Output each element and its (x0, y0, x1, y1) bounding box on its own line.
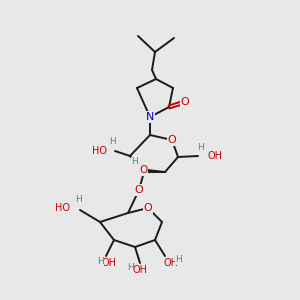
Text: O: O (181, 97, 189, 107)
Text: H: H (196, 143, 203, 152)
Text: H: H (110, 137, 116, 146)
Text: H: H (127, 263, 134, 272)
Text: HO: HO (55, 203, 70, 213)
Text: N: N (146, 112, 154, 122)
Text: OH: OH (164, 258, 178, 268)
Text: O: O (135, 185, 143, 195)
Text: H: H (132, 158, 138, 166)
Text: OH: OH (208, 151, 223, 161)
Text: OH: OH (133, 265, 148, 275)
Text: OH: OH (101, 258, 116, 268)
Text: O: O (168, 135, 176, 145)
Text: H: H (75, 196, 81, 205)
Text: O: O (139, 165, 147, 175)
Text: HO: HO (92, 146, 107, 156)
Text: H: H (97, 256, 104, 266)
Text: O: O (144, 203, 152, 213)
Text: H: H (176, 256, 182, 265)
